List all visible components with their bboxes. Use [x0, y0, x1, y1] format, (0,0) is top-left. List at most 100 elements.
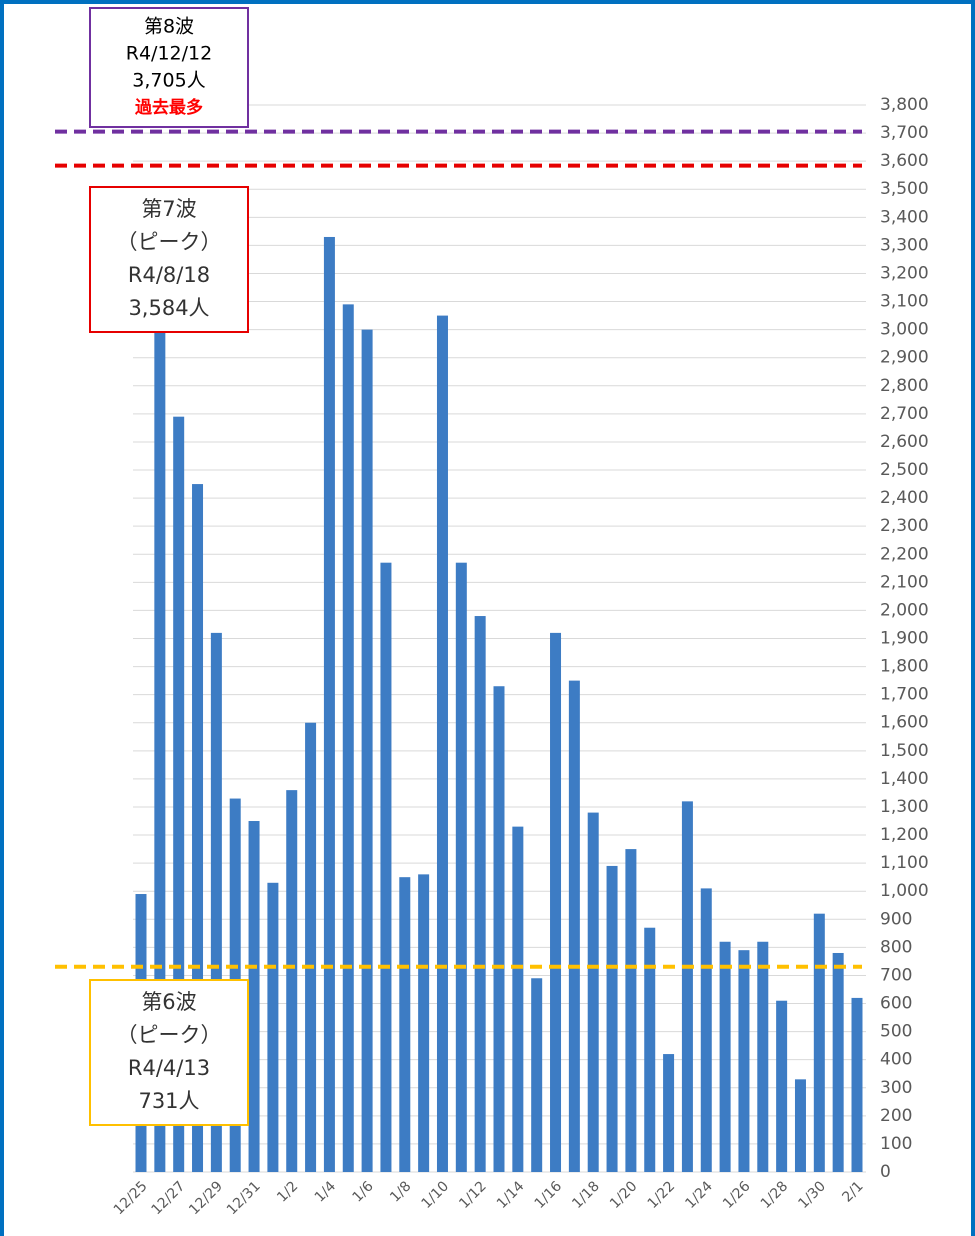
annotation-text: R4/12/12	[126, 42, 212, 64]
y-tick-label: 1,500	[880, 741, 929, 761]
x-tick-label: 1/14	[494, 1178, 528, 1212]
y-tick-label: 3,300	[880, 235, 929, 255]
x-tick-label: 1/22	[645, 1178, 679, 1212]
y-tick-label: 2,700	[880, 404, 929, 424]
y-tick-label: 1,200	[880, 825, 929, 845]
y-tick-label: 500	[880, 1022, 912, 1042]
bar	[305, 722, 317, 1172]
x-tick-label: 1/24	[682, 1178, 716, 1212]
bar	[342, 304, 354, 1172]
y-tick-label: 2,300	[880, 516, 929, 536]
y-tick-label: 2,100	[880, 572, 929, 592]
bar	[493, 686, 505, 1172]
annotation-text: R4/4/13	[128, 1056, 210, 1080]
annotation-box	[89, 186, 249, 333]
y-tick-label: 1,400	[880, 769, 929, 789]
y-tick-label: 3,700	[880, 123, 929, 143]
y-tick-label: 1,100	[880, 853, 929, 873]
y-tick-label: 2,600	[880, 432, 929, 452]
y-tick-label: 600	[880, 994, 912, 1014]
x-tick-label: 1/30	[795, 1178, 829, 1212]
y-tick-label: 300	[880, 1078, 912, 1098]
y-tick-label: 2,000	[880, 600, 929, 620]
x-tick-label: 1/2	[274, 1178, 301, 1205]
bar	[625, 849, 637, 1172]
bar	[474, 616, 486, 1172]
x-tick-label: 1/28	[758, 1178, 792, 1212]
bar	[173, 416, 185, 1172]
bar	[681, 801, 693, 1172]
x-tick-label: 1/12	[456, 1178, 490, 1212]
bar	[644, 927, 656, 1172]
bar	[399, 877, 411, 1172]
bar	[455, 562, 467, 1172]
annotation-box	[89, 979, 249, 1126]
x-tick-label: 1/26	[720, 1178, 754, 1212]
bar	[380, 562, 392, 1172]
x-tick-label: 2/1	[839, 1178, 866, 1205]
x-tick-label: 1/20	[607, 1178, 641, 1212]
y-tick-label: 1,300	[880, 797, 929, 817]
y-tick-label: 1,600	[880, 713, 929, 733]
y-tick-label: 0	[880, 1162, 891, 1182]
x-tick-label: 12/27	[148, 1178, 188, 1218]
bar	[267, 882, 279, 1172]
bar	[794, 1079, 806, 1172]
bar	[663, 1054, 675, 1172]
annotation-box	[89, 7, 249, 128]
bar	[531, 978, 543, 1172]
y-tick-label: 3,500	[880, 179, 929, 199]
bar	[832, 952, 844, 1172]
x-tick-label: 1/16	[532, 1178, 566, 1212]
x-tick-label: 1/4	[312, 1178, 339, 1205]
y-tick-label: 3,000	[880, 320, 929, 340]
y-tick-label: 1,800	[880, 657, 929, 677]
y-tick-label: 2,500	[880, 460, 929, 480]
y-tick-label: 800	[880, 937, 912, 957]
y-tick-label: 3,200	[880, 263, 929, 283]
bar	[606, 865, 618, 1172]
bar	[154, 262, 166, 1173]
y-tick-label: 3,800	[880, 95, 929, 115]
bar	[361, 329, 373, 1172]
bar	[587, 812, 599, 1172]
bar	[757, 941, 769, 1172]
y-tick-label: 100	[880, 1134, 912, 1154]
bar	[323, 236, 335, 1172]
bar	[719, 941, 731, 1172]
annotation-text: 3,584人	[128, 296, 209, 320]
y-tick-label: 900	[880, 909, 912, 929]
annotation-text: R4/8/18	[128, 263, 210, 287]
bar	[813, 913, 825, 1172]
y-tick-label: 2,400	[880, 488, 929, 508]
y-tick-label: 1,000	[880, 881, 929, 901]
bar	[210, 632, 222, 1172]
bar	[248, 821, 260, 1172]
bar	[418, 874, 430, 1172]
bar	[512, 826, 524, 1172]
annotation-text: （ピーク）	[117, 230, 222, 254]
y-tick-label: 1,700	[880, 685, 929, 705]
x-tick-label: 1/6	[350, 1178, 377, 1205]
annotation-text: 第8波	[144, 15, 194, 37]
bar	[776, 1000, 788, 1172]
y-tick-label: 700	[880, 965, 912, 985]
y-tick-label: 3,400	[880, 207, 929, 227]
bar	[550, 632, 562, 1172]
y-tick-label: 3,600	[880, 151, 929, 171]
annotation-text: 第7波	[141, 197, 196, 221]
x-tick-label: 12/31	[224, 1178, 264, 1218]
x-tick-label: 1/8	[387, 1178, 414, 1205]
y-tick-label: 2,200	[880, 544, 929, 564]
y-tick-label: 3,100	[880, 292, 929, 312]
annotation-note: 過去最多	[135, 97, 203, 118]
bar	[286, 790, 298, 1172]
annotation-text: （ピーク）	[117, 1023, 222, 1047]
bar	[192, 484, 204, 1172]
y-tick-label: 2,900	[880, 348, 929, 368]
bar	[738, 950, 750, 1172]
y-tick-label: 200	[880, 1106, 912, 1126]
x-tick-label: 12/25	[111, 1178, 151, 1218]
